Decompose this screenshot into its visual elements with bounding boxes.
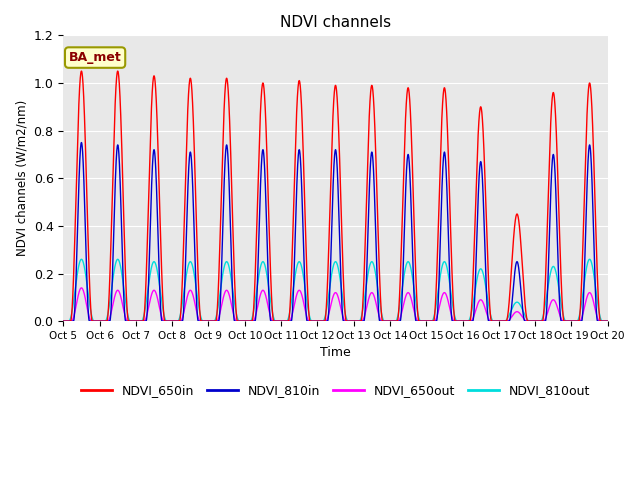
X-axis label: Time: Time [320, 347, 351, 360]
Y-axis label: NDVI channels (W/m2/nm): NDVI channels (W/m2/nm) [15, 100, 28, 256]
Title: NDVI channels: NDVI channels [280, 15, 391, 30]
Text: BA_met: BA_met [68, 51, 122, 64]
Legend: NDVI_650in, NDVI_810in, NDVI_650out, NDVI_810out: NDVI_650in, NDVI_810in, NDVI_650out, NDV… [76, 379, 595, 402]
